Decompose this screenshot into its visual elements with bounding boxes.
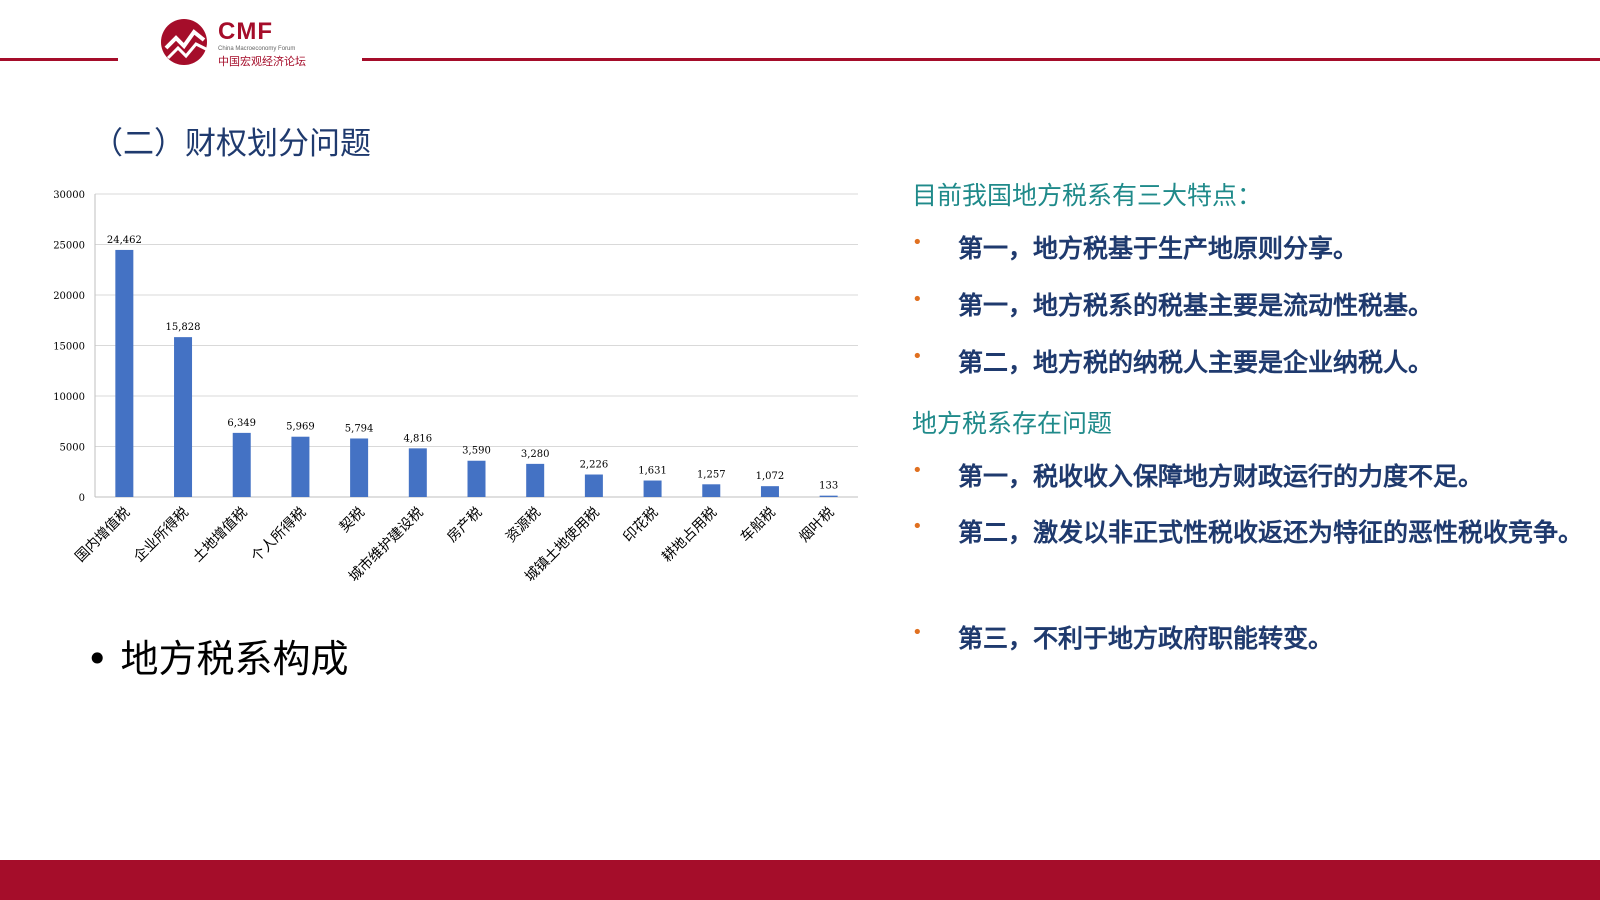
data-label: 5,969 <box>286 422 315 433</box>
bar <box>291 436 310 497</box>
bar <box>643 480 662 497</box>
bar <box>760 486 779 497</box>
bullet-dot-icon: • <box>912 346 923 367</box>
category-label: 资源税 <box>503 505 544 546</box>
tax-revenue-chart: 0 5000 10000 15000 20000 25000 30000 24,462 国内增值… <box>50 182 878 602</box>
bullet-dot-icon: • <box>912 289 923 310</box>
category-label: 企业所得税 <box>130 504 192 566</box>
problem-text: 第一，税收收入保障地方财政运行的力度不足。 <box>958 462 1484 491</box>
y-tick-label: 0 <box>79 493 85 504</box>
category-label: 契税 <box>337 505 368 536</box>
category-label: 土地增值税 <box>190 505 251 566</box>
cmf-logo: CMF China Macroeconomy Forum 中国宏观经济论坛 <box>160 16 370 68</box>
feature-text: 第二，地方税的纳税人主要是企业纳税人。 <box>958 348 1434 377</box>
feature-text: 第一，地方税基于生产地原则分享。 <box>958 234 1359 263</box>
feature-text: 第一，地方税系的税基主要是流动性税基。 <box>958 291 1434 320</box>
category-label: 房产税 <box>444 505 485 546</box>
bar <box>350 438 369 497</box>
y-tick-label: 10000 <box>53 392 85 403</box>
category-label: 烟叶税 <box>796 505 837 546</box>
header-rule-left <box>0 58 118 61</box>
left-bullet: • 地方税系构成 <box>86 637 349 681</box>
data-label: 15,828 <box>166 322 201 333</box>
y-tick-label: 30000 <box>53 190 85 201</box>
category-label: 个人所得税 <box>248 504 310 566</box>
logo-brand: CMF <box>218 18 273 45</box>
data-label: 1,631 <box>638 466 667 477</box>
data-label: 1,257 <box>697 469 726 480</box>
bullet-dot-icon: • <box>912 516 923 537</box>
category-label: 印花税 <box>620 505 661 546</box>
page-title: （二）财权划分问题 <box>92 126 371 162</box>
data-label: 6,349 <box>227 418 256 429</box>
data-label: 4,816 <box>403 433 432 444</box>
problems-heading: 地方税系存在问题 <box>912 409 1113 438</box>
y-tick-label: 20000 <box>53 291 85 302</box>
bar <box>232 432 251 497</box>
category-label: 耕地占用税 <box>659 504 721 566</box>
problem-text: 第三，不利于地方政府职能转变。 <box>958 624 1334 653</box>
bullet-dot-icon: • <box>912 460 923 481</box>
bar <box>467 460 486 497</box>
bullet-dot-icon: • <box>912 232 923 253</box>
header-rule-right <box>362 58 1600 61</box>
logo-subtitle-cn: 中国宏观经济论坛 <box>218 55 306 68</box>
y-tick-label: 5000 <box>60 443 85 454</box>
bar <box>408 448 427 497</box>
data-label: 2,226 <box>580 460 609 471</box>
data-label: 5,794 <box>345 423 374 434</box>
footer-bar <box>0 860 1600 900</box>
features-heading: 目前我国地方税系有三大特点： <box>912 181 1263 210</box>
data-label: 1,072 <box>756 471 785 482</box>
logo-mark-icon <box>161 19 209 65</box>
bar <box>702 484 721 497</box>
data-label: 24,462 <box>107 235 142 246</box>
y-tick-label: 15000 <box>53 342 85 353</box>
bar <box>819 495 838 497</box>
category-label: 国内增值税 <box>72 505 133 566</box>
bar <box>115 249 134 497</box>
bar <box>174 337 193 497</box>
bar <box>584 474 603 497</box>
y-tick-label: 25000 <box>53 241 85 252</box>
problem-text: 第二，激发以非正式性税收返还为特征的恶性税收竞争。 <box>958 518 1584 547</box>
logo-subtitle-en: China Macroeconomy Forum <box>218 46 296 52</box>
data-label: 3,280 <box>521 449 550 460</box>
category-label: 车船税 <box>737 504 779 546</box>
data-label: 133 <box>819 481 838 492</box>
left-bullet-text: 地方税系构成 <box>120 637 349 681</box>
bar-chart-svg: 0 5000 10000 15000 20000 25000 30000 24,462 国内增值… <box>53 190 858 585</box>
data-label: 3,590 <box>462 446 491 457</box>
bar <box>526 463 545 497</box>
bullet-dot-icon: • <box>912 622 923 643</box>
